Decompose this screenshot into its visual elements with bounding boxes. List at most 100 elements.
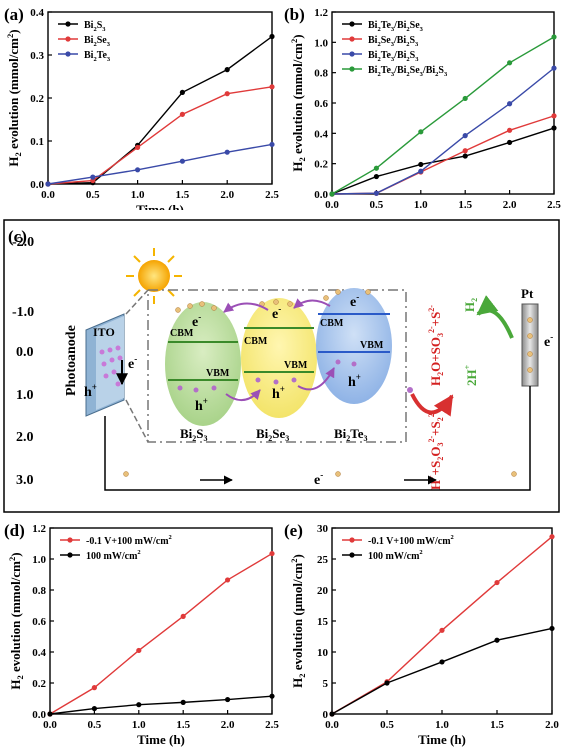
data-point xyxy=(180,613,186,619)
data-point xyxy=(90,174,96,180)
data-point xyxy=(507,101,513,107)
data-point xyxy=(224,91,230,97)
data-point xyxy=(418,168,424,174)
data-point xyxy=(269,33,275,40)
data-point xyxy=(47,711,53,717)
data-point xyxy=(45,181,51,187)
potential-tick: 2.0 xyxy=(16,430,34,445)
x-tick-label: 1.5 xyxy=(176,719,190,731)
y-tick-label: 1.2 xyxy=(314,7,328,19)
y-axis-label: H2 evolution (μmol/cm2) xyxy=(289,554,307,688)
data-point xyxy=(549,625,555,632)
legend-label: Bi2Se3 xyxy=(84,35,111,48)
pt-electrode xyxy=(521,303,539,387)
cbm-label: CBM xyxy=(170,328,194,339)
data-point xyxy=(269,693,275,699)
vbm-label: VBM xyxy=(284,360,308,371)
legend-marker xyxy=(349,36,355,42)
y-tick-label: 1.2 xyxy=(32,523,46,535)
x-axis-label: Time (h) xyxy=(418,732,466,747)
x-tick-label: 2.0 xyxy=(545,719,559,731)
data-point xyxy=(225,577,231,583)
x-tick-label: 2.0 xyxy=(220,189,234,201)
photoanode-e-minus: e- xyxy=(128,354,137,372)
legend-marker xyxy=(65,36,71,42)
y-tick-label: 0.2 xyxy=(314,159,328,171)
chart-a: (a) 0.0 0.5 1.0 1.5 2.0 2.5 0.0 0.1 0.2 0.3 0.4 Tim… xyxy=(4,5,279,210)
data-point xyxy=(225,696,231,703)
x-tick-label: 0.0 xyxy=(325,199,339,210)
x-axis-label: Time (h) xyxy=(137,732,185,747)
x-tick-label: 1.0 xyxy=(435,719,449,731)
series-line xyxy=(49,552,273,715)
electron-label: e- xyxy=(272,304,281,322)
diagram-c: (c) -2.0 -1.0 0.0 1.0 2.0 3.0 Photoanode… xyxy=(3,219,560,513)
electron-label: e- xyxy=(192,312,201,330)
data-point xyxy=(551,34,557,40)
x-tick-label: 0.0 xyxy=(325,719,339,731)
y-axis-label: H2 evolution (mmol/cm2) xyxy=(289,34,307,171)
legend-label: Bi2Te3/Bi2Se3 xyxy=(368,20,424,33)
potential-axis: -2.0 -1.0 0.0 1.0 2.0 3.0 xyxy=(12,235,34,488)
plot-frame xyxy=(47,11,273,185)
x-tick-label: 2.0 xyxy=(503,199,517,210)
legend-marker xyxy=(349,537,355,543)
data-point xyxy=(179,89,185,96)
y-tick-label: 1.0 xyxy=(32,554,46,566)
legend-marker xyxy=(349,66,355,72)
series-line xyxy=(331,627,553,715)
legend-label: Bi2Te3/Bi2Se3/Bi2S3 xyxy=(368,65,448,78)
x-tick-label: 0.5 xyxy=(88,719,102,731)
x-tick-label: 2.0 xyxy=(221,719,235,731)
y-axis-label: H2 evolution (mmol/cm2) xyxy=(7,552,25,689)
data-point xyxy=(462,95,468,102)
data-point xyxy=(551,65,557,71)
data-point xyxy=(329,711,335,717)
x-tick-label: 1.5 xyxy=(458,199,472,210)
data-point xyxy=(269,84,275,90)
data-point xyxy=(507,139,513,146)
x-tick-label: 2.5 xyxy=(547,199,561,210)
y-tick-label: 0.4 xyxy=(32,647,46,659)
y-tick-label: 25 xyxy=(317,554,329,566)
panel-label-e: (e) xyxy=(284,521,303,540)
y-tick-label: 0.0 xyxy=(32,709,46,721)
potential-tick: 3.0 xyxy=(16,473,34,488)
data-point xyxy=(551,113,557,119)
data-point xyxy=(462,133,468,139)
panel-label-d: (d) xyxy=(4,521,25,540)
legend-label: -0.1 V+100 mW/cm2 xyxy=(368,534,454,547)
data-point xyxy=(494,637,500,643)
heterojunction-box xyxy=(147,289,407,443)
chart-b: (b) 0.0 0.5 1.0 1.5 2.0 2.5 0.0 0.2 0.4 0.6 0.8 1.0… xyxy=(284,5,561,210)
data-point xyxy=(373,165,379,171)
ito-label: ITO xyxy=(93,325,115,339)
chart-d: (d) 0.0 0.5 1.0 1.5 2.0 2.5 0.0 0.2 0.4 0.6 0.8 1.0… xyxy=(4,521,279,747)
bi2s3-band: CBM VBM e- h+ xyxy=(165,301,241,426)
data-point xyxy=(418,129,424,135)
y-tick-label: 0.6 xyxy=(314,98,328,110)
x-tick-label: 0.5 xyxy=(380,719,394,731)
y-tick-label: 30 xyxy=(317,523,329,535)
y-tick-label: 0.2 xyxy=(30,93,44,105)
data-point xyxy=(329,191,335,197)
series-line xyxy=(331,127,555,195)
legend-label: Bi2S3 xyxy=(84,20,106,33)
photoanode-label: Photoanode xyxy=(64,325,79,396)
data-point xyxy=(549,534,555,540)
data-point xyxy=(418,161,424,168)
bi2se3-band: CBM VBM e- h+ xyxy=(241,298,317,418)
y-tick-label: 10 xyxy=(317,647,329,659)
x-tick-label: 1.0 xyxy=(414,199,428,210)
potential-tick: -1.0 xyxy=(12,305,34,320)
y-tick-label: 15 xyxy=(317,616,329,628)
cbm-label: CBM xyxy=(244,336,268,347)
data-point xyxy=(462,153,468,159)
cbm-label: CBM xyxy=(320,318,344,329)
data-point xyxy=(91,705,97,712)
y-tick-label: 0.8 xyxy=(32,585,46,597)
legend-marker xyxy=(67,552,73,558)
vbm-label: VBM xyxy=(206,368,230,379)
data-point xyxy=(507,60,513,66)
series-line xyxy=(331,36,555,195)
